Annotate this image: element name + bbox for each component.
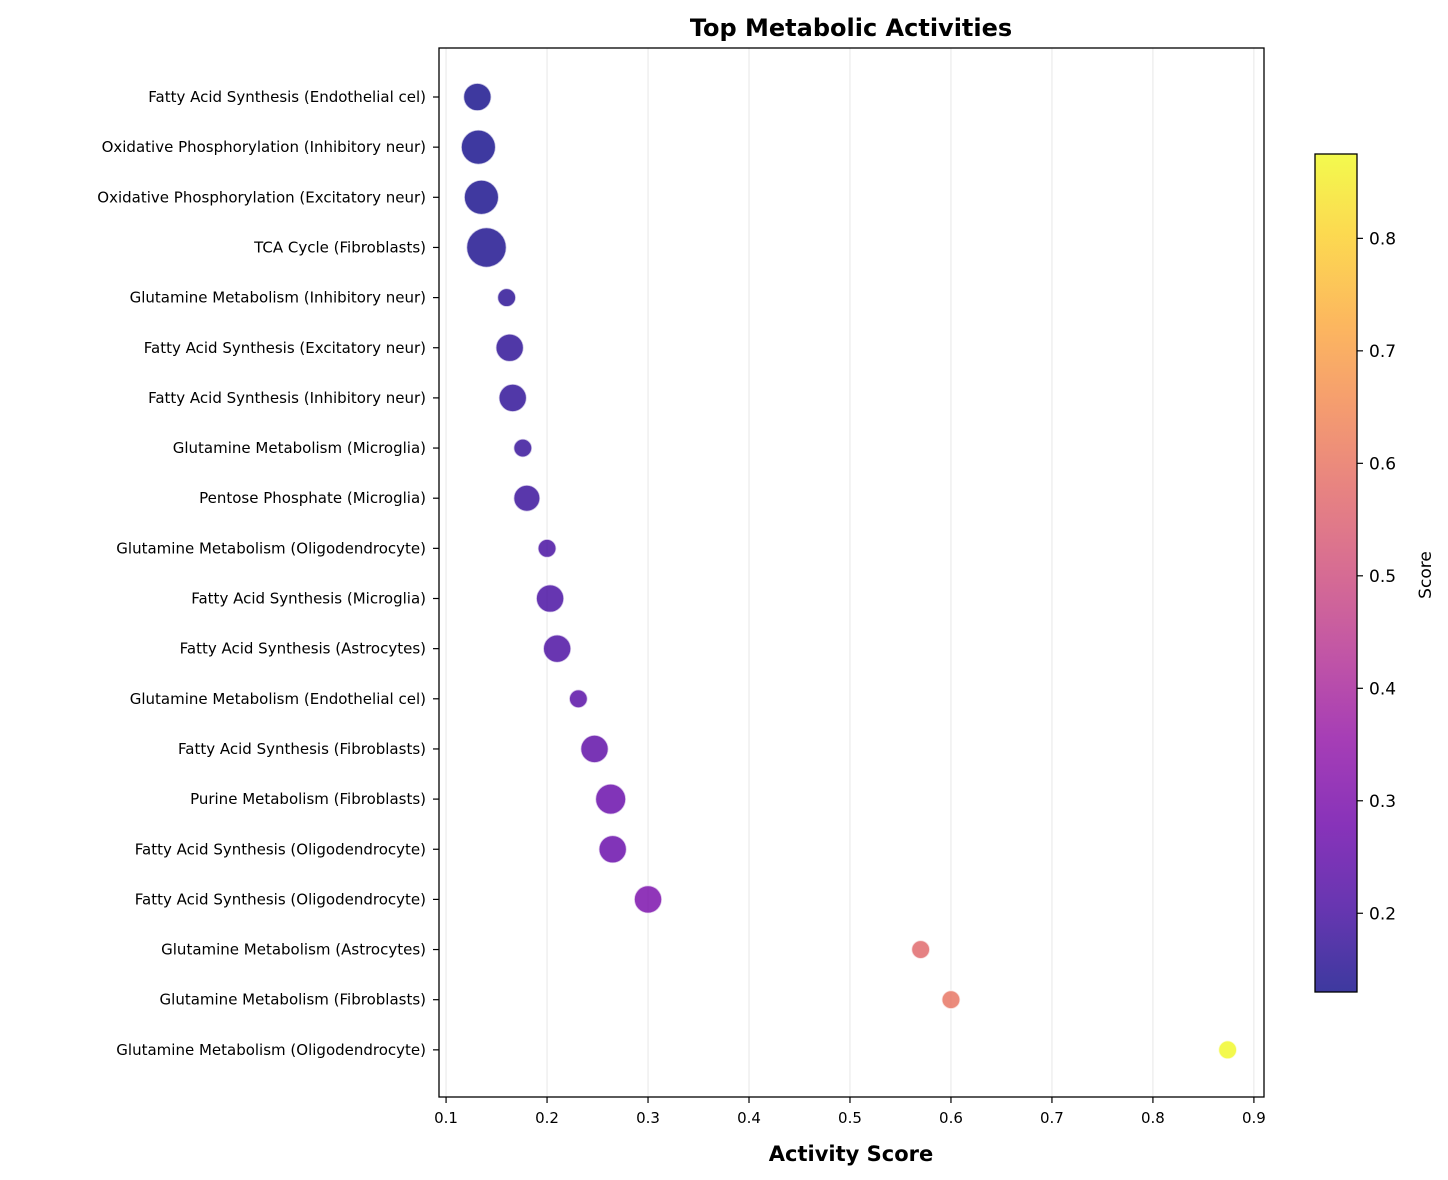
y-tick-label: Fatty Acid Synthesis (Endothelial cel) (148, 88, 426, 106)
data-point (542, 633, 572, 664)
colorbar-tick-label: 0.3 (1369, 792, 1396, 812)
data-point (463, 179, 500, 216)
y-tick-label: Fatty Acid Synthesis (Inhibitory neur) (148, 389, 426, 407)
x-tick-label: 0.8 (1141, 1109, 1165, 1127)
x-axis-ticks: 0.1 0.2 0.3 0.4 0.5 0.6 0.7 0.8 0.9 (434, 1097, 1266, 1127)
colorbar-ticks: 0.2 0.3 0.4 0.5 0.6 0.7 0.8 (1357, 229, 1396, 924)
colorbar-tick-label: 0.2 (1369, 904, 1396, 924)
y-tick-label: Glutamine Metabolism (Inhibitory neur) (130, 289, 426, 307)
plot-frame (438, 47, 1265, 1098)
colorbar (1314, 153, 1358, 993)
colorbar-tick-label: 0.4 (1369, 679, 1396, 699)
colorbar-tick-label: 0.8 (1369, 229, 1396, 249)
data-points (460, 82, 1238, 1060)
y-tick-label: Glutamine Metabolism (Oligodendrocyte) (116, 1041, 426, 1059)
x-tick-label: 0.3 (636, 1109, 660, 1127)
y-tick-label: Pentose Phosphate (Microglia) (199, 489, 426, 507)
data-point (512, 484, 541, 513)
y-tick-label: Fatty Acid Synthesis (Oligodendrocyte) (135, 840, 426, 858)
data-point (537, 538, 557, 559)
chart-title: Top Metabolic Activities (690, 14, 1012, 42)
data-point (460, 129, 497, 166)
data-point (598, 834, 628, 864)
colorbar-tick-label: 0.7 (1369, 342, 1396, 362)
y-tick-label: Glutamine Metabolism (Astrocytes) (161, 941, 426, 959)
data-point (910, 939, 931, 960)
y-tick-label: Fatty Acid Synthesis (Excitatory neur) (144, 339, 426, 357)
data-point (941, 989, 961, 1010)
data-point (579, 734, 610, 764)
x-tick-label: 0.5 (838, 1109, 862, 1127)
x-tick-label: 0.9 (1242, 1109, 1266, 1127)
data-point (633, 884, 663, 915)
colorbar-tick-label: 0.6 (1369, 454, 1396, 474)
x-tick-label: 0.6 (939, 1109, 963, 1127)
grid-lines (445, 48, 1255, 1097)
y-tick-label: Glutamine Metabolism (Fibroblasts) (160, 991, 426, 1009)
y-tick-label: Fatty Acid Synthesis (Oligodendrocyte) (135, 890, 426, 908)
data-point (568, 688, 589, 709)
x-tick-label: 0.1 (434, 1109, 458, 1127)
y-tick-label: Purine Metabolism (Fibroblasts) (190, 790, 426, 808)
data-point (594, 783, 627, 816)
y-axis-ticks: Fatty Acid Synthesis (Endothelial cel) Ox… (97, 88, 439, 1059)
y-tick-label: Glutamine Metabolism (Microglia) (173, 439, 426, 457)
data-point (1217, 1039, 1238, 1060)
x-tick-label: 0.4 (737, 1109, 761, 1127)
data-point (498, 383, 528, 413)
x-tick-label: 0.7 (1040, 1109, 1064, 1127)
x-axis-label: Activity Score (769, 1142, 933, 1166)
data-point (462, 82, 493, 112)
y-tick-label: TCA Cycle (Fibroblasts) (253, 238, 426, 256)
y-tick-label: Fatty Acid Synthesis (Fibroblasts) (178, 740, 426, 758)
data-point (512, 438, 533, 458)
x-tick-label: 0.2 (535, 1109, 559, 1127)
y-tick-label: Oxidative Phosphorylation (Inhibitory ne… (102, 138, 426, 156)
colorbar-tick-label: 0.5 (1369, 567, 1396, 587)
data-point (496, 287, 517, 308)
y-tick-label: Glutamine Metabolism (Oligodendrocyte) (116, 539, 426, 557)
y-tick-label: Fatty Acid Synthesis (Microglia) (191, 590, 426, 608)
y-tick-label: Oxidative Phosphorylation (Excitatory ne… (97, 188, 426, 206)
y-tick-label: Glutamine Metabolism (Endothelial cel) (130, 690, 426, 708)
data-point (465, 226, 508, 269)
data-point (535, 583, 565, 614)
data-point (495, 333, 525, 363)
y-tick-label: Fatty Acid Synthesis (Astrocytes) (180, 640, 426, 658)
colorbar-label: Score (1416, 551, 1436, 599)
